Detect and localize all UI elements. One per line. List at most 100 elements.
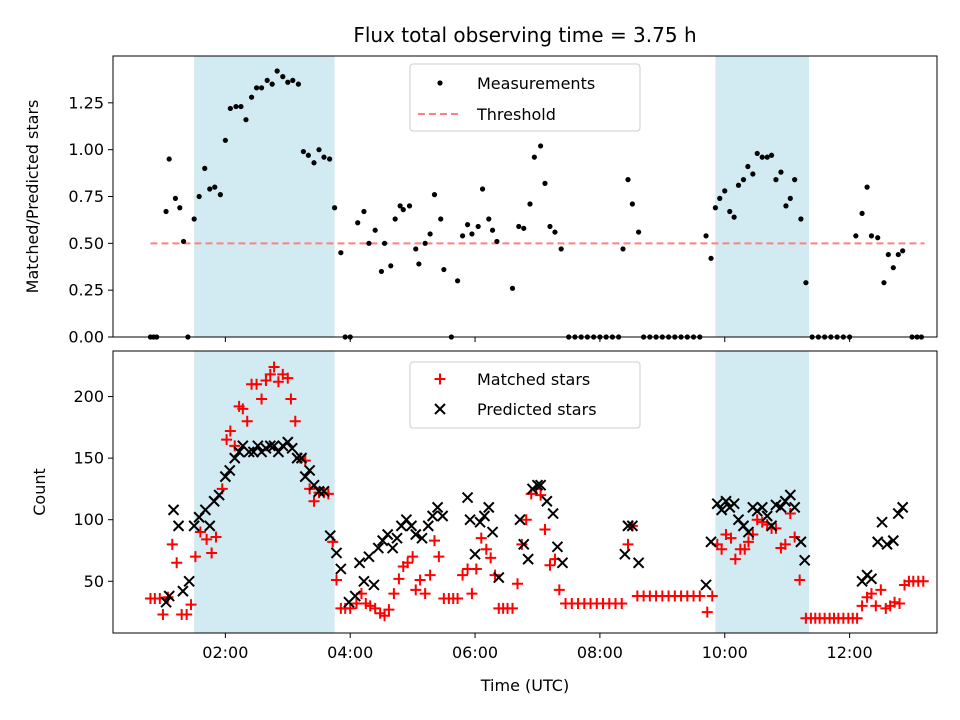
predicted-star-point <box>761 510 773 522</box>
measurement-point <box>787 195 793 201</box>
observing-windows <box>194 56 810 337</box>
measurement-point <box>264 77 270 83</box>
predicted-star-point <box>422 520 434 532</box>
matched-star-point <box>201 533 213 545</box>
measurement-point <box>735 182 742 188</box>
measurement-point <box>486 216 492 222</box>
matched-star-point <box>237 403 249 415</box>
x-axis-label: Time (UTC) <box>480 676 569 695</box>
predicted-star-point <box>204 520 216 532</box>
legend-plus-glyph <box>434 373 446 385</box>
measurement-point <box>469 231 475 237</box>
predicted-star-point <box>177 585 189 597</box>
matched-star-point <box>166 538 178 550</box>
predicted-star-point <box>464 513 476 526</box>
predicted-star-point <box>556 557 569 569</box>
measurement-point <box>864 184 870 190</box>
matched-star-point <box>402 557 414 569</box>
measurement-point <box>803 280 809 286</box>
predicted-star-point <box>410 528 422 541</box>
matched-star-point <box>268 361 280 373</box>
matched-star-point <box>251 378 263 390</box>
matched-star-point <box>414 574 426 586</box>
measurement-point <box>875 235 881 241</box>
measurement-point <box>531 154 537 160</box>
matched-star-point <box>729 553 741 565</box>
y-tick-label: 1.00 <box>68 140 104 159</box>
matched-star-point <box>917 575 929 587</box>
matched-star-point <box>470 563 482 575</box>
predicted-star-point <box>318 485 330 498</box>
matched-star-point <box>272 376 284 388</box>
predicted-star-point <box>531 479 544 491</box>
x-tick-label: 12:00 <box>827 643 873 662</box>
measurement-point <box>783 203 789 209</box>
measurement-point <box>332 205 338 211</box>
predicted-star-point <box>626 520 639 532</box>
matched-star-point <box>779 538 791 550</box>
matched-star-point <box>544 559 556 571</box>
measurement-point <box>285 79 291 85</box>
measurement-point <box>475 223 481 230</box>
matched-star-point <box>784 508 796 520</box>
measurement-point <box>629 201 635 207</box>
predicted-star-point <box>163 590 175 602</box>
y-tick-label: 200 <box>73 387 104 406</box>
legend-x-glyph <box>434 403 446 415</box>
predicted-star-point <box>469 548 481 560</box>
measurement-point <box>900 248 906 254</box>
measurement-point <box>558 246 564 252</box>
y-tick-label: 100 <box>73 510 104 529</box>
measurement-point <box>166 156 172 162</box>
measurement-points <box>147 68 924 340</box>
count-legend-box <box>409 361 641 429</box>
measurement-point <box>745 163 751 170</box>
predicted-star-point <box>272 446 285 458</box>
measurement-point <box>759 154 765 160</box>
measurement-point <box>248 94 255 100</box>
predicted-star-point <box>756 501 768 514</box>
matched-star-point <box>206 547 218 559</box>
matched-star-point <box>433 551 445 563</box>
predicted-star-point <box>416 532 428 544</box>
predicted-star-point <box>247 446 260 458</box>
predicted-star-point <box>541 495 553 507</box>
measurement-point <box>327 156 333 162</box>
measurement-point <box>280 74 286 80</box>
measurement-point <box>392 216 398 222</box>
predicted-star-point <box>431 501 444 514</box>
measurement-point <box>740 177 747 183</box>
predicted-star-point <box>700 579 712 591</box>
matched-star-point <box>742 536 754 548</box>
measurement-point <box>516 223 522 230</box>
predicted-star-point <box>742 526 755 538</box>
predicted-star-point <box>871 536 884 548</box>
predicted-star-point <box>619 548 631 560</box>
matched-star-point <box>189 551 201 563</box>
predicted-star-point <box>243 446 255 458</box>
matched-star-point <box>520 514 532 526</box>
matched-star-point <box>466 588 478 600</box>
measurement-point <box>274 68 280 74</box>
matched-star-point <box>210 531 222 543</box>
measurement-point <box>222 137 228 143</box>
measurement-point <box>489 227 496 233</box>
predicted-star-point <box>386 542 399 554</box>
predicted-star-point <box>160 596 172 608</box>
measurement-point <box>243 117 249 123</box>
matched-star-point <box>224 425 236 437</box>
ratio-legend: Measurements Threshold <box>409 63 641 132</box>
matched-star-point <box>770 522 782 534</box>
predicted-star-point <box>784 489 797 501</box>
predicted-star-point <box>518 538 530 551</box>
measurement-point <box>527 201 533 207</box>
measurement-point <box>227 105 233 112</box>
measurement-point <box>212 184 218 190</box>
predicted-star-point <box>353 557 366 569</box>
matched-star-point <box>221 434 233 446</box>
matched-star-point <box>716 543 728 555</box>
predicted-star-point <box>324 530 336 542</box>
measurement-point <box>552 229 558 235</box>
predicted-star-point <box>892 507 905 520</box>
matched-star-point <box>616 597 628 609</box>
